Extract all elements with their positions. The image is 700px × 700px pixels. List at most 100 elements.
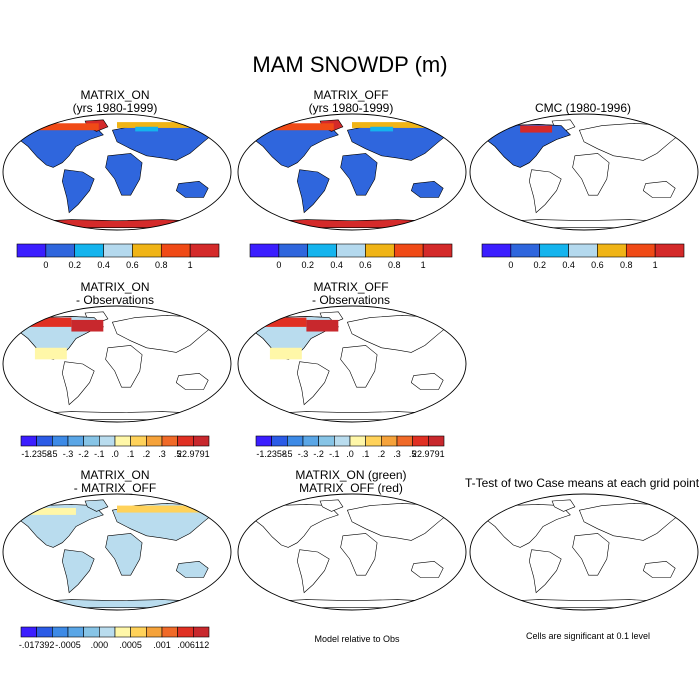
colorbar-abs-3: 0 0.2 0.4 0.6 0.8 1: [481, 243, 685, 270]
map-panel: [237, 305, 467, 423]
colorbar-tick-label: -.2: [313, 449, 324, 459]
colorbar-swatch: [74, 243, 104, 258]
colorbar-tick-label: 22.9791: [412, 449, 445, 459]
note-model-relative: Model relative to Obs: [314, 634, 400, 644]
panel-title-line1: MATRIX_ON (green): [295, 468, 407, 482]
panel-title-line1: MATRIX_ON: [80, 88, 150, 102]
map-panel: [2, 113, 232, 231]
colorbar-tick-label: 0.8: [388, 260, 401, 270]
colorbar-swatch: [365, 243, 395, 258]
colorbar-tick-label: 0.4: [97, 260, 110, 270]
colorbar-tick-label: 0.2: [533, 260, 546, 270]
colorbar-tick-label: -.1: [94, 449, 105, 459]
colorbar-swatch: [193, 626, 210, 638]
panel-title-line2: - MATRIX_OFF: [73, 481, 157, 495]
colorbar-swatch: [249, 243, 280, 258]
colorbar-tick-label: 0: [276, 260, 281, 270]
colorbar-swatch: [318, 435, 335, 447]
colorbar-tick-label: 0.8: [620, 260, 633, 270]
colorbar-swatch: [278, 243, 309, 258]
colorbar-tick-label: 0.6: [359, 260, 372, 270]
colorbar-abs-2: 0 0.2 0.4 0.6 0.8 1: [249, 243, 453, 270]
colorbar-tick-label: .1: [362, 449, 370, 459]
map-panel: [2, 493, 232, 611]
colorbar-swatch: [539, 243, 569, 258]
panel-title-line2: (yrs 1980-1999): [308, 101, 394, 115]
colorbar-tick-label: 0: [508, 260, 513, 270]
colorbar-swatch: [654, 243, 685, 258]
colorbar-swatch: [189, 243, 220, 258]
colorbar-swatch: [422, 243, 453, 258]
colorbar-swatch: [146, 626, 163, 638]
colorbar-tick-label: .5: [174, 449, 182, 459]
colorbar-swatch: [510, 243, 541, 258]
colorbar-tick-label: -.017392: [19, 640, 55, 650]
colorbar-tick-label: .3: [158, 449, 166, 459]
colorbar-diff-1: -1.2358-.5 -.3 -.2 -.1 .0 .1 .2 .3 .522.9791: [20, 435, 210, 459]
colorbar-tick-label: .0: [346, 449, 354, 459]
colorbar-swatch: [625, 243, 656, 258]
colorbar-swatch: [381, 435, 398, 447]
colorbar-swatch: [193, 435, 210, 447]
colorbar-swatch: [52, 626, 69, 638]
colorbar-tick-label: -.5: [282, 449, 293, 459]
panel-title-line2: - Observations: [75, 293, 155, 307]
colorbar-swatch: [393, 243, 424, 258]
colorbar-swatch: [161, 435, 178, 447]
colorbar-swatch: [99, 435, 116, 447]
colorbar-tick-label: -.5: [47, 449, 58, 459]
panel-title-line1: CMC (1980-1996): [534, 101, 632, 115]
colorbar-swatch: [146, 435, 163, 447]
colorbar-swatch: [114, 435, 131, 447]
colorbar-tick-label: -1.2358: [21, 449, 52, 459]
panel-title-ttest: T-Test of two Case means at each grid po…: [462, 477, 700, 490]
colorbar-swatch: [36, 626, 53, 638]
colorbar-tick-label: 0.6: [591, 260, 604, 270]
colorbar-swatch: [412, 435, 429, 447]
colorbar-swatch: [177, 626, 194, 638]
colorbar-swatch: [99, 626, 116, 638]
panel-title-line2: (yrs 1980-1999): [72, 101, 158, 115]
colorbar-diff-2: -1.2358-.5 -.3 -.2 -.1 .0 .1 .2 .3 .522.9791: [255, 435, 445, 459]
colorbar-swatch: [83, 626, 100, 638]
panel-title-line1: MATRIX_OFF: [313, 88, 389, 102]
colorbar-swatch: [161, 626, 178, 638]
colorbar-swatch: [132, 243, 162, 258]
map-panel: [237, 113, 467, 231]
colorbar-tick-label: .5: [409, 449, 417, 459]
colorbar-swatch: [177, 435, 194, 447]
colorbar-diff-3: -.017392 -.0005 .000 .0005 .001 .006112: [19, 626, 210, 650]
colorbar-swatch: [568, 243, 598, 258]
panel-title-line1: MATRIX_ON: [80, 280, 150, 294]
colorbar-swatch: [130, 435, 147, 447]
colorbar-tick-label: 0.4: [562, 260, 575, 270]
colorbar-tick-label: 1: [188, 260, 193, 270]
colorbar-tick-label: .1: [127, 449, 135, 459]
colorbar-tick-label: -.1: [329, 449, 340, 459]
colorbar-swatch: [307, 243, 337, 258]
colorbar-swatch: [67, 435, 84, 447]
colorbar-tick-label: .0: [111, 449, 119, 459]
colorbar-swatch: [52, 435, 69, 447]
colorbar-swatch: [83, 435, 100, 447]
colorbar-swatch: [365, 435, 382, 447]
colorbar-tick-label: 0.2: [301, 260, 314, 270]
colorbar-swatch: [255, 435, 272, 447]
colorbar-tick-label: -.2: [78, 449, 89, 459]
colorbar-tick-label: 0.8: [155, 260, 168, 270]
colorbar-swatch: [160, 243, 191, 258]
colorbar-swatch: [349, 435, 366, 447]
colorbar-tick-label: .006112: [177, 640, 209, 650]
colorbar-tick-label: .2: [143, 449, 151, 459]
colorbar-tick-label: 0: [43, 260, 48, 270]
map-panel: [237, 493, 467, 611]
colorbar-swatch: [428, 435, 445, 447]
colorbar-tick-label: .001: [153, 640, 171, 650]
colorbar-swatch: [334, 435, 351, 447]
panel-title-cmc: CMC (1980-1996): [473, 102, 693, 115]
colorbar-swatch: [336, 243, 366, 258]
note-significance: Cells are significant at 0.1 level: [525, 631, 651, 641]
colorbar-swatch: [20, 435, 37, 447]
colorbar-tick-label: 22.9791: [177, 449, 210, 459]
colorbar-swatch: [36, 435, 53, 447]
